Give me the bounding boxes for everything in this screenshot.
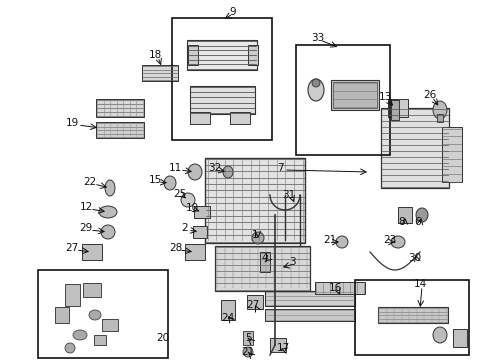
Text: 26: 26: [423, 90, 436, 100]
Ellipse shape: [187, 164, 202, 180]
Text: 1: 1: [251, 230, 258, 240]
Bar: [214, 246, 309, 291]
Bar: [83, 283, 101, 297]
Text: 14: 14: [412, 279, 426, 289]
Bar: [142, 65, 178, 81]
Ellipse shape: [101, 225, 115, 239]
Bar: [194, 206, 209, 218]
Bar: [264, 309, 354, 321]
Bar: [229, 112, 249, 124]
Bar: [82, 244, 102, 260]
Bar: [330, 80, 378, 110]
Bar: [380, 108, 448, 188]
Text: 32: 32: [208, 163, 221, 173]
Bar: [189, 86, 254, 114]
Bar: [221, 300, 235, 320]
Ellipse shape: [99, 206, 117, 218]
Bar: [186, 40, 257, 70]
Bar: [264, 291, 354, 306]
Ellipse shape: [415, 208, 427, 222]
Text: 9: 9: [229, 7, 236, 17]
Ellipse shape: [181, 193, 195, 207]
Text: 8: 8: [398, 217, 405, 227]
Bar: [64, 284, 80, 306]
Ellipse shape: [432, 101, 446, 119]
Bar: [193, 226, 206, 238]
Bar: [184, 244, 204, 260]
Ellipse shape: [105, 180, 115, 196]
Text: 3: 3: [288, 257, 295, 267]
Bar: [314, 282, 364, 294]
Ellipse shape: [390, 236, 404, 248]
Text: 4: 4: [261, 253, 268, 263]
Bar: [397, 207, 411, 223]
Ellipse shape: [335, 236, 347, 248]
Text: 7: 7: [276, 163, 283, 173]
Bar: [187, 45, 198, 65]
Text: 25: 25: [173, 189, 186, 199]
Text: 20: 20: [156, 333, 169, 343]
Ellipse shape: [307, 79, 324, 101]
Text: 28: 28: [169, 243, 182, 253]
Text: 19: 19: [65, 118, 79, 128]
Text: 15: 15: [148, 175, 162, 185]
Text: 22: 22: [83, 177, 97, 187]
Bar: [96, 122, 143, 138]
Bar: [387, 99, 407, 117]
Bar: [38, 270, 168, 358]
Bar: [260, 252, 269, 272]
Text: 18: 18: [148, 50, 162, 60]
Text: 23: 23: [383, 235, 396, 245]
Ellipse shape: [432, 327, 446, 343]
Text: 13: 13: [378, 92, 391, 102]
Ellipse shape: [163, 176, 176, 190]
Text: 33: 33: [311, 33, 324, 43]
Text: 6: 6: [414, 217, 421, 227]
Text: 12: 12: [79, 202, 92, 212]
Bar: [452, 329, 466, 347]
Text: 5: 5: [244, 333, 251, 343]
Bar: [96, 99, 143, 117]
Text: 31: 31: [282, 190, 295, 200]
Text: 29: 29: [79, 223, 92, 233]
Bar: [172, 18, 271, 140]
Bar: [246, 295, 263, 309]
Text: 17: 17: [276, 343, 289, 353]
Bar: [55, 307, 69, 323]
Text: 27: 27: [246, 300, 259, 310]
Ellipse shape: [311, 79, 319, 87]
Text: 21: 21: [241, 347, 254, 357]
Bar: [332, 82, 376, 108]
Text: 27: 27: [65, 243, 79, 253]
Bar: [436, 114, 442, 122]
Ellipse shape: [89, 310, 101, 320]
Ellipse shape: [73, 330, 87, 340]
Bar: [390, 100, 398, 120]
Ellipse shape: [65, 343, 75, 353]
Text: 10: 10: [185, 203, 198, 213]
Bar: [102, 319, 118, 331]
Bar: [269, 338, 285, 352]
Text: 30: 30: [407, 253, 421, 263]
Ellipse shape: [243, 347, 252, 357]
Bar: [354, 280, 468, 355]
Bar: [295, 45, 389, 155]
Bar: [441, 127, 461, 183]
Text: 16: 16: [328, 283, 341, 293]
Text: 21: 21: [323, 235, 336, 245]
Bar: [190, 112, 209, 124]
Bar: [204, 158, 305, 243]
Bar: [243, 331, 252, 345]
Bar: [94, 335, 106, 345]
Ellipse shape: [223, 166, 232, 178]
Text: 2: 2: [182, 223, 188, 233]
Text: 11: 11: [168, 163, 181, 173]
Bar: [247, 45, 258, 65]
Ellipse shape: [251, 232, 264, 244]
Bar: [377, 307, 447, 323]
Text: 24: 24: [221, 313, 234, 323]
